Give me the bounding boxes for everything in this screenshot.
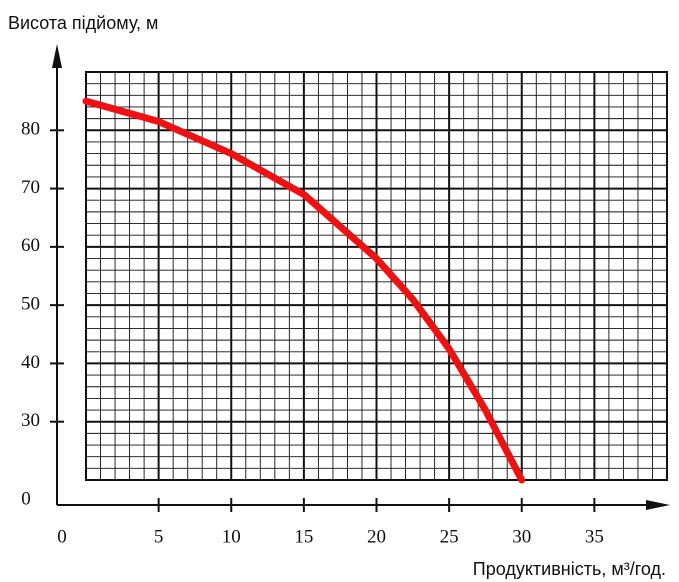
x-tick-label: 20 — [367, 526, 386, 547]
y-tick-label: 80 — [21, 119, 40, 140]
y-tick-label: 50 — [21, 294, 40, 315]
origin-label: 0 — [57, 526, 67, 547]
y-tick-label: 40 — [21, 352, 40, 373]
y-tick-label: 60 — [21, 235, 40, 256]
pump-curve — [82, 97, 526, 484]
y-tick-label: 30 — [21, 410, 40, 431]
x-tick-label: 10 — [222, 526, 241, 547]
y-axis-arrow — [52, 44, 62, 68]
x-axis-arrow — [646, 500, 670, 510]
x-tick-label: 30 — [512, 526, 531, 547]
x-tick-label: 35 — [585, 526, 604, 547]
x-tick-label: 5 — [154, 526, 164, 547]
x-axis-label: Продуктивність, м³/год. — [473, 559, 666, 579]
x-tick-label: 25 — [440, 526, 459, 547]
y-tick-label: 70 — [21, 177, 40, 198]
x-tick-label: 15 — [294, 526, 313, 547]
origin-label: 0 — [21, 488, 31, 509]
y-axis-label: Висота підйому, м — [8, 13, 158, 33]
